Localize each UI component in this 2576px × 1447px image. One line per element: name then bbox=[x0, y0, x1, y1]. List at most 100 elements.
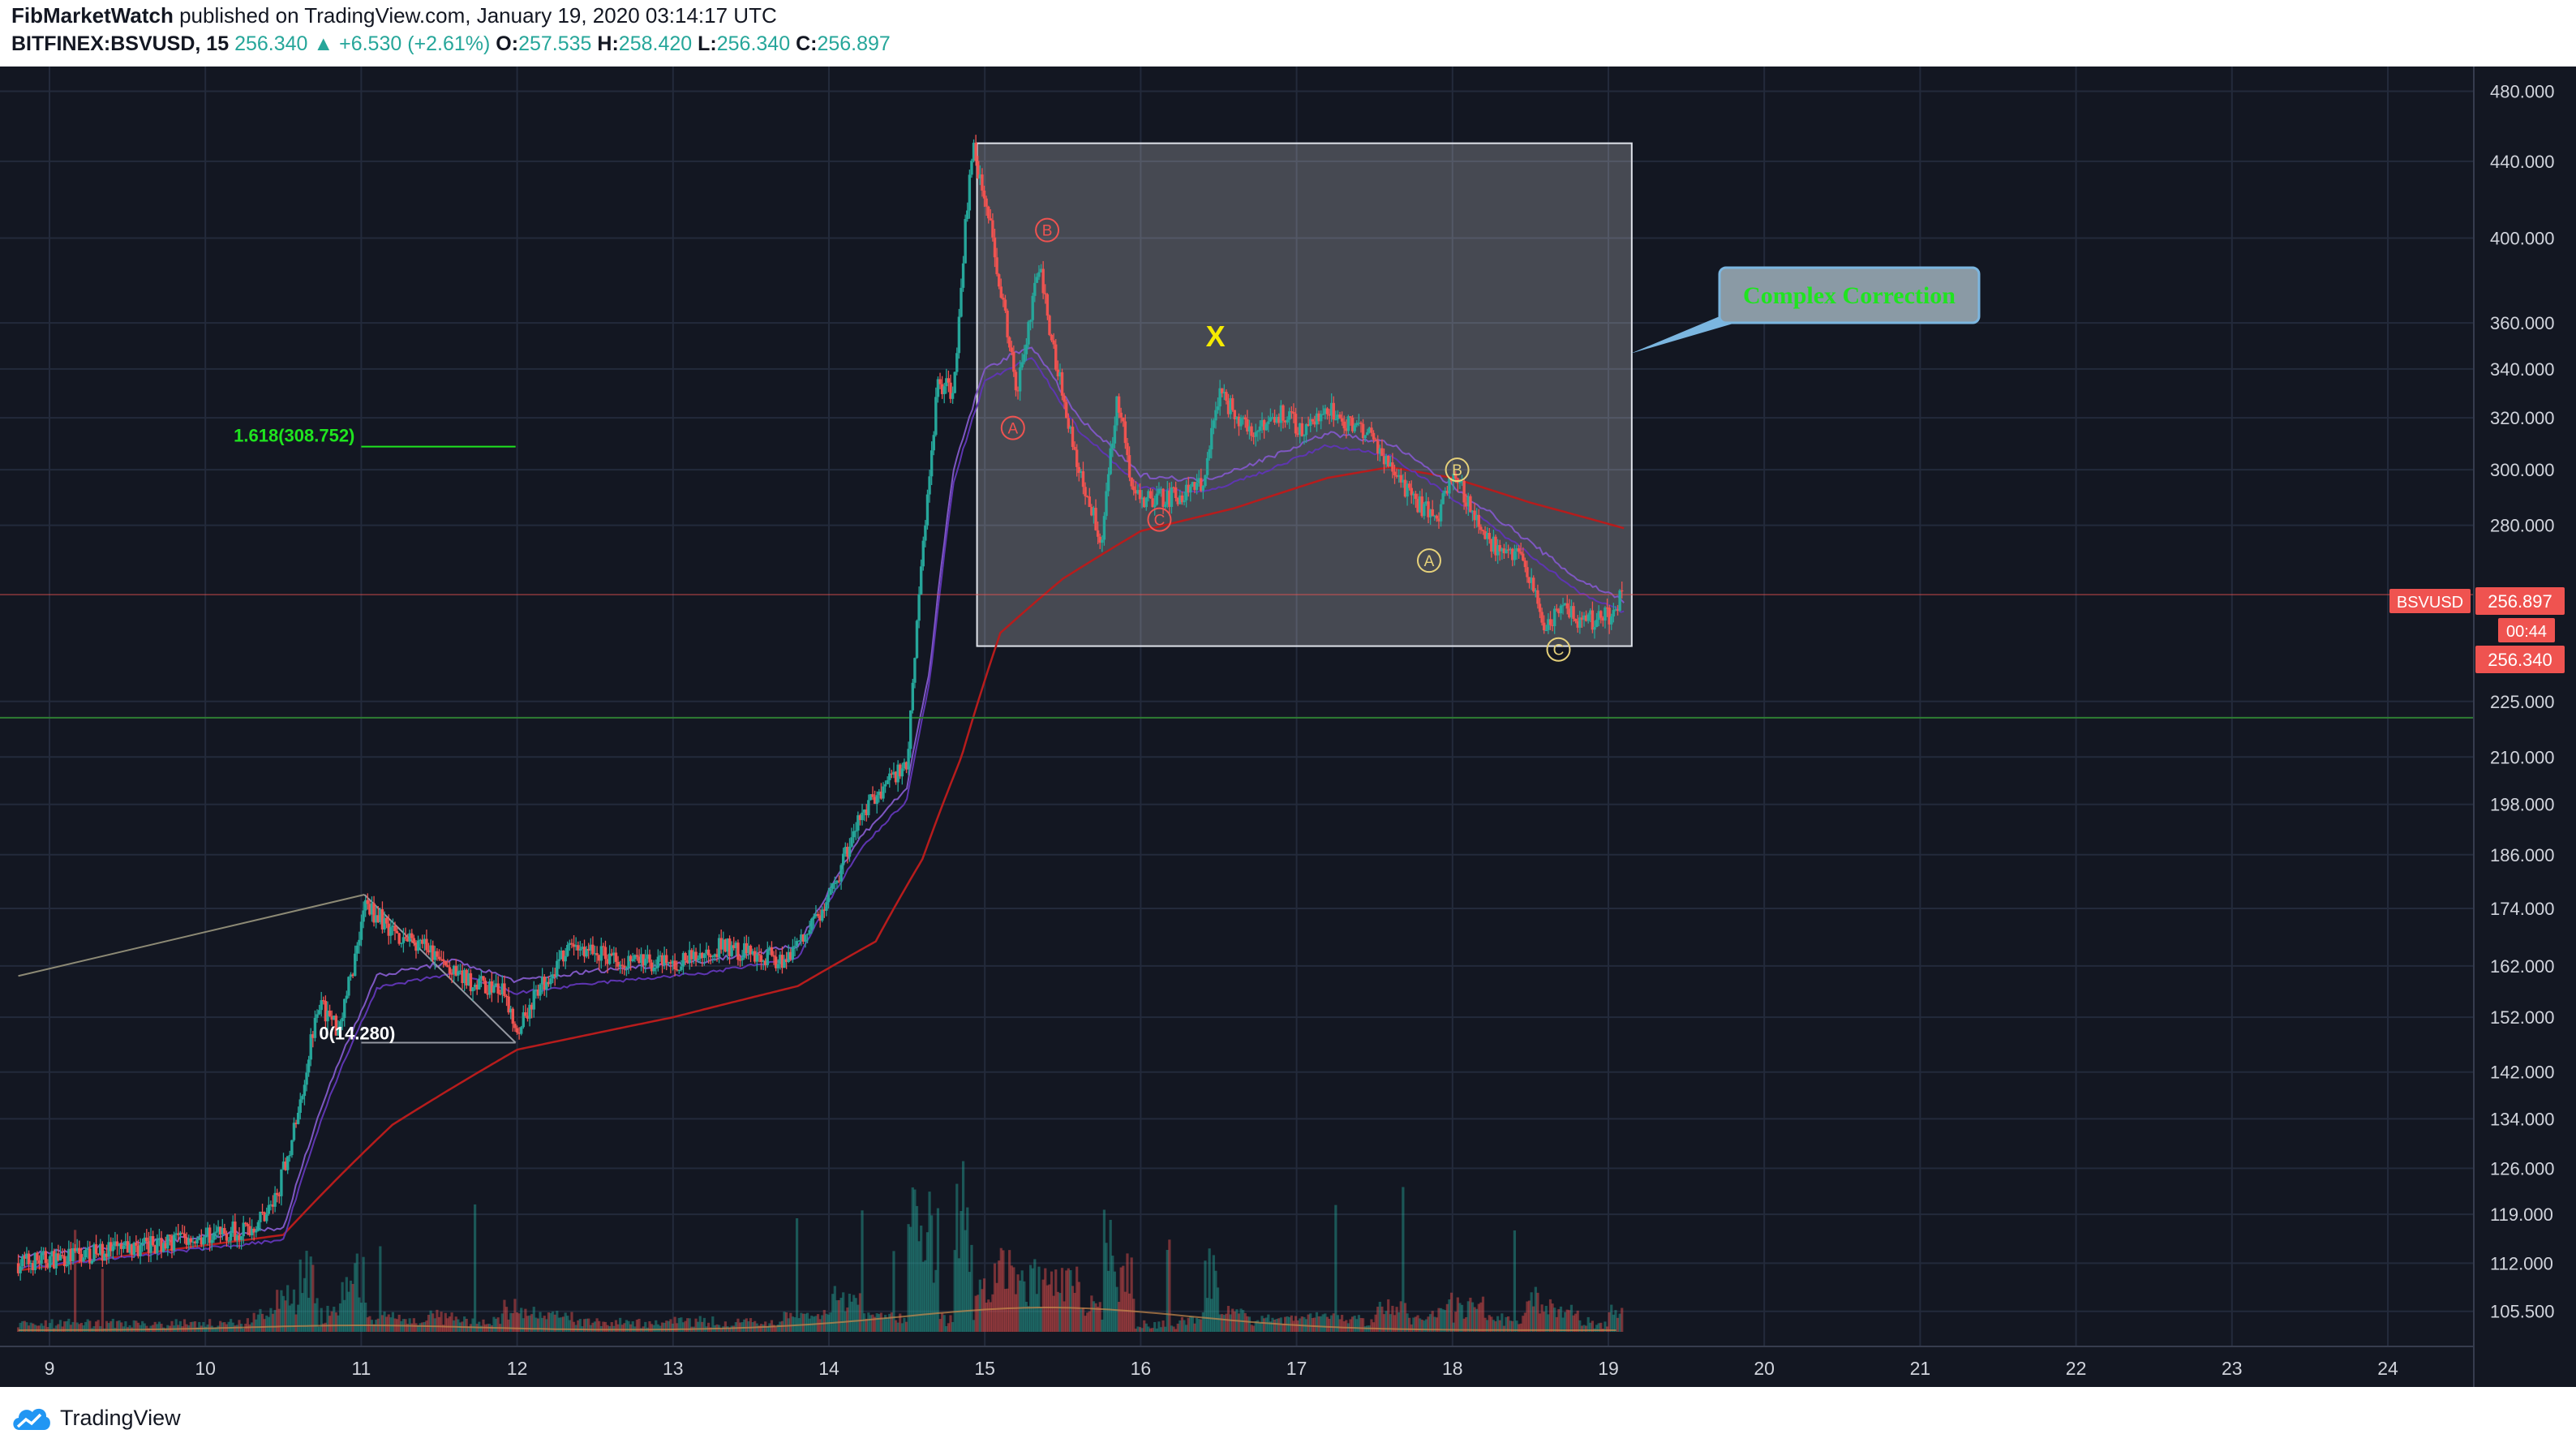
candle-body bbox=[223, 1228, 226, 1234]
volume-bar bbox=[78, 1324, 81, 1332]
fib-extension-label: 1.618(308.752) bbox=[234, 426, 354, 446]
candle-body bbox=[1551, 625, 1554, 626]
candle-body bbox=[831, 882, 835, 889]
candle-body bbox=[292, 1123, 296, 1140]
volume-bar bbox=[623, 1323, 626, 1332]
candle-body bbox=[1569, 606, 1574, 618]
volume-bar bbox=[669, 1319, 672, 1332]
volume-bar bbox=[1008, 1250, 1011, 1332]
candlestick-series bbox=[16, 135, 1624, 1281]
candle-body bbox=[376, 915, 380, 922]
candle-body bbox=[1517, 548, 1521, 552]
candle-body bbox=[871, 794, 874, 797]
candle-body bbox=[1534, 590, 1538, 592]
time-tick-label: 20 bbox=[1754, 1358, 1775, 1379]
candle-body bbox=[242, 1222, 245, 1237]
volume-bar bbox=[560, 1317, 563, 1332]
candle-body bbox=[114, 1241, 117, 1247]
volume-bar bbox=[1505, 1316, 1508, 1332]
candle-body bbox=[627, 955, 630, 968]
volume-bar bbox=[711, 1316, 715, 1332]
price-tick-label: 142.000 bbox=[2490, 1063, 2555, 1083]
volume-bar bbox=[355, 1253, 358, 1332]
candle-body bbox=[1111, 443, 1114, 449]
candle-body bbox=[1294, 414, 1298, 434]
volume-bar bbox=[1039, 1307, 1043, 1332]
candle-body bbox=[1591, 610, 1595, 630]
candle-body bbox=[1423, 504, 1426, 517]
candle-body bbox=[1496, 545, 1500, 556]
volume-bar bbox=[1035, 1294, 1038, 1332]
volume-bar bbox=[1509, 1320, 1512, 1332]
tradingview-logo[interactable]: TradingView bbox=[10, 1402, 181, 1434]
candle-body bbox=[673, 960, 676, 970]
candle-body bbox=[934, 397, 938, 436]
candle-body bbox=[857, 815, 860, 831]
candle-body bbox=[921, 540, 925, 567]
price-axis-panel[interactable] bbox=[2474, 67, 2576, 1387]
candle-body bbox=[406, 938, 410, 942]
volume-bar bbox=[545, 1319, 548, 1332]
volume-bar bbox=[280, 1290, 283, 1332]
candle-body bbox=[1435, 515, 1439, 519]
candle-body bbox=[404, 937, 407, 939]
fib-zero-label: 0(14 bbox=[319, 1023, 355, 1043]
candle-body bbox=[663, 955, 666, 965]
candle-body bbox=[82, 1257, 85, 1262]
candle-body bbox=[1204, 474, 1207, 487]
volume-bar bbox=[298, 1259, 302, 1332]
candle-body bbox=[397, 933, 401, 944]
candle-body bbox=[606, 959, 609, 964]
candle-body bbox=[787, 951, 790, 962]
volume-bar bbox=[153, 1321, 157, 1332]
candle-body bbox=[904, 762, 908, 770]
candle-body bbox=[1505, 549, 1508, 554]
candle-body bbox=[1092, 508, 1096, 516]
volume-bar bbox=[785, 1312, 788, 1332]
volume-bar bbox=[450, 1312, 453, 1332]
volume-bar bbox=[1523, 1312, 1526, 1332]
candle-body bbox=[669, 962, 672, 964]
candle-body bbox=[1212, 420, 1216, 428]
candle-body bbox=[1161, 488, 1165, 507]
volume-bar bbox=[1557, 1309, 1561, 1332]
candle-body bbox=[1359, 423, 1363, 424]
candle-body bbox=[166, 1234, 170, 1249]
volume-bar bbox=[333, 1307, 336, 1332]
volume-bar bbox=[863, 1313, 866, 1332]
volume-bar bbox=[1134, 1329, 1137, 1332]
volume-bar bbox=[1498, 1320, 1501, 1332]
volume-bar bbox=[846, 1307, 849, 1332]
volume-bar bbox=[627, 1320, 630, 1332]
candle-body bbox=[139, 1244, 142, 1256]
wave-label-circle bbox=[1000, 415, 1025, 440]
volume-bar bbox=[1309, 1313, 1312, 1332]
candle-body bbox=[894, 771, 898, 783]
symbol-badge-text: BSVUSD bbox=[2397, 594, 2463, 612]
volume-bar bbox=[492, 1316, 496, 1332]
volume-bar bbox=[1599, 1322, 1603, 1332]
candle-body bbox=[1271, 417, 1274, 419]
volume-bar bbox=[629, 1324, 633, 1332]
candle-body bbox=[660, 955, 664, 965]
volume-bar bbox=[1397, 1312, 1401, 1332]
volume-bar bbox=[334, 1312, 337, 1332]
volume-bar bbox=[753, 1320, 757, 1332]
candle-body bbox=[1485, 532, 1489, 539]
candle-body bbox=[450, 973, 453, 975]
volume-bar bbox=[170, 1320, 174, 1332]
volume-bar bbox=[1102, 1209, 1106, 1332]
candle-body bbox=[566, 944, 569, 956]
volume-bar bbox=[156, 1324, 159, 1332]
volume-bar bbox=[1260, 1316, 1264, 1332]
candle-body bbox=[705, 949, 708, 954]
candle-body bbox=[217, 1226, 220, 1232]
price-tick-labels: 480.000440.000400.000360.000340.000320.0… bbox=[2490, 82, 2555, 1322]
candle-body bbox=[1067, 418, 1071, 429]
candle-body bbox=[972, 142, 976, 161]
volume-bar bbox=[673, 1316, 676, 1332]
author-name[interactable]: FibMarketWatch bbox=[11, 3, 174, 28]
candle-body bbox=[1201, 486, 1205, 492]
candle-body bbox=[1536, 590, 1539, 604]
